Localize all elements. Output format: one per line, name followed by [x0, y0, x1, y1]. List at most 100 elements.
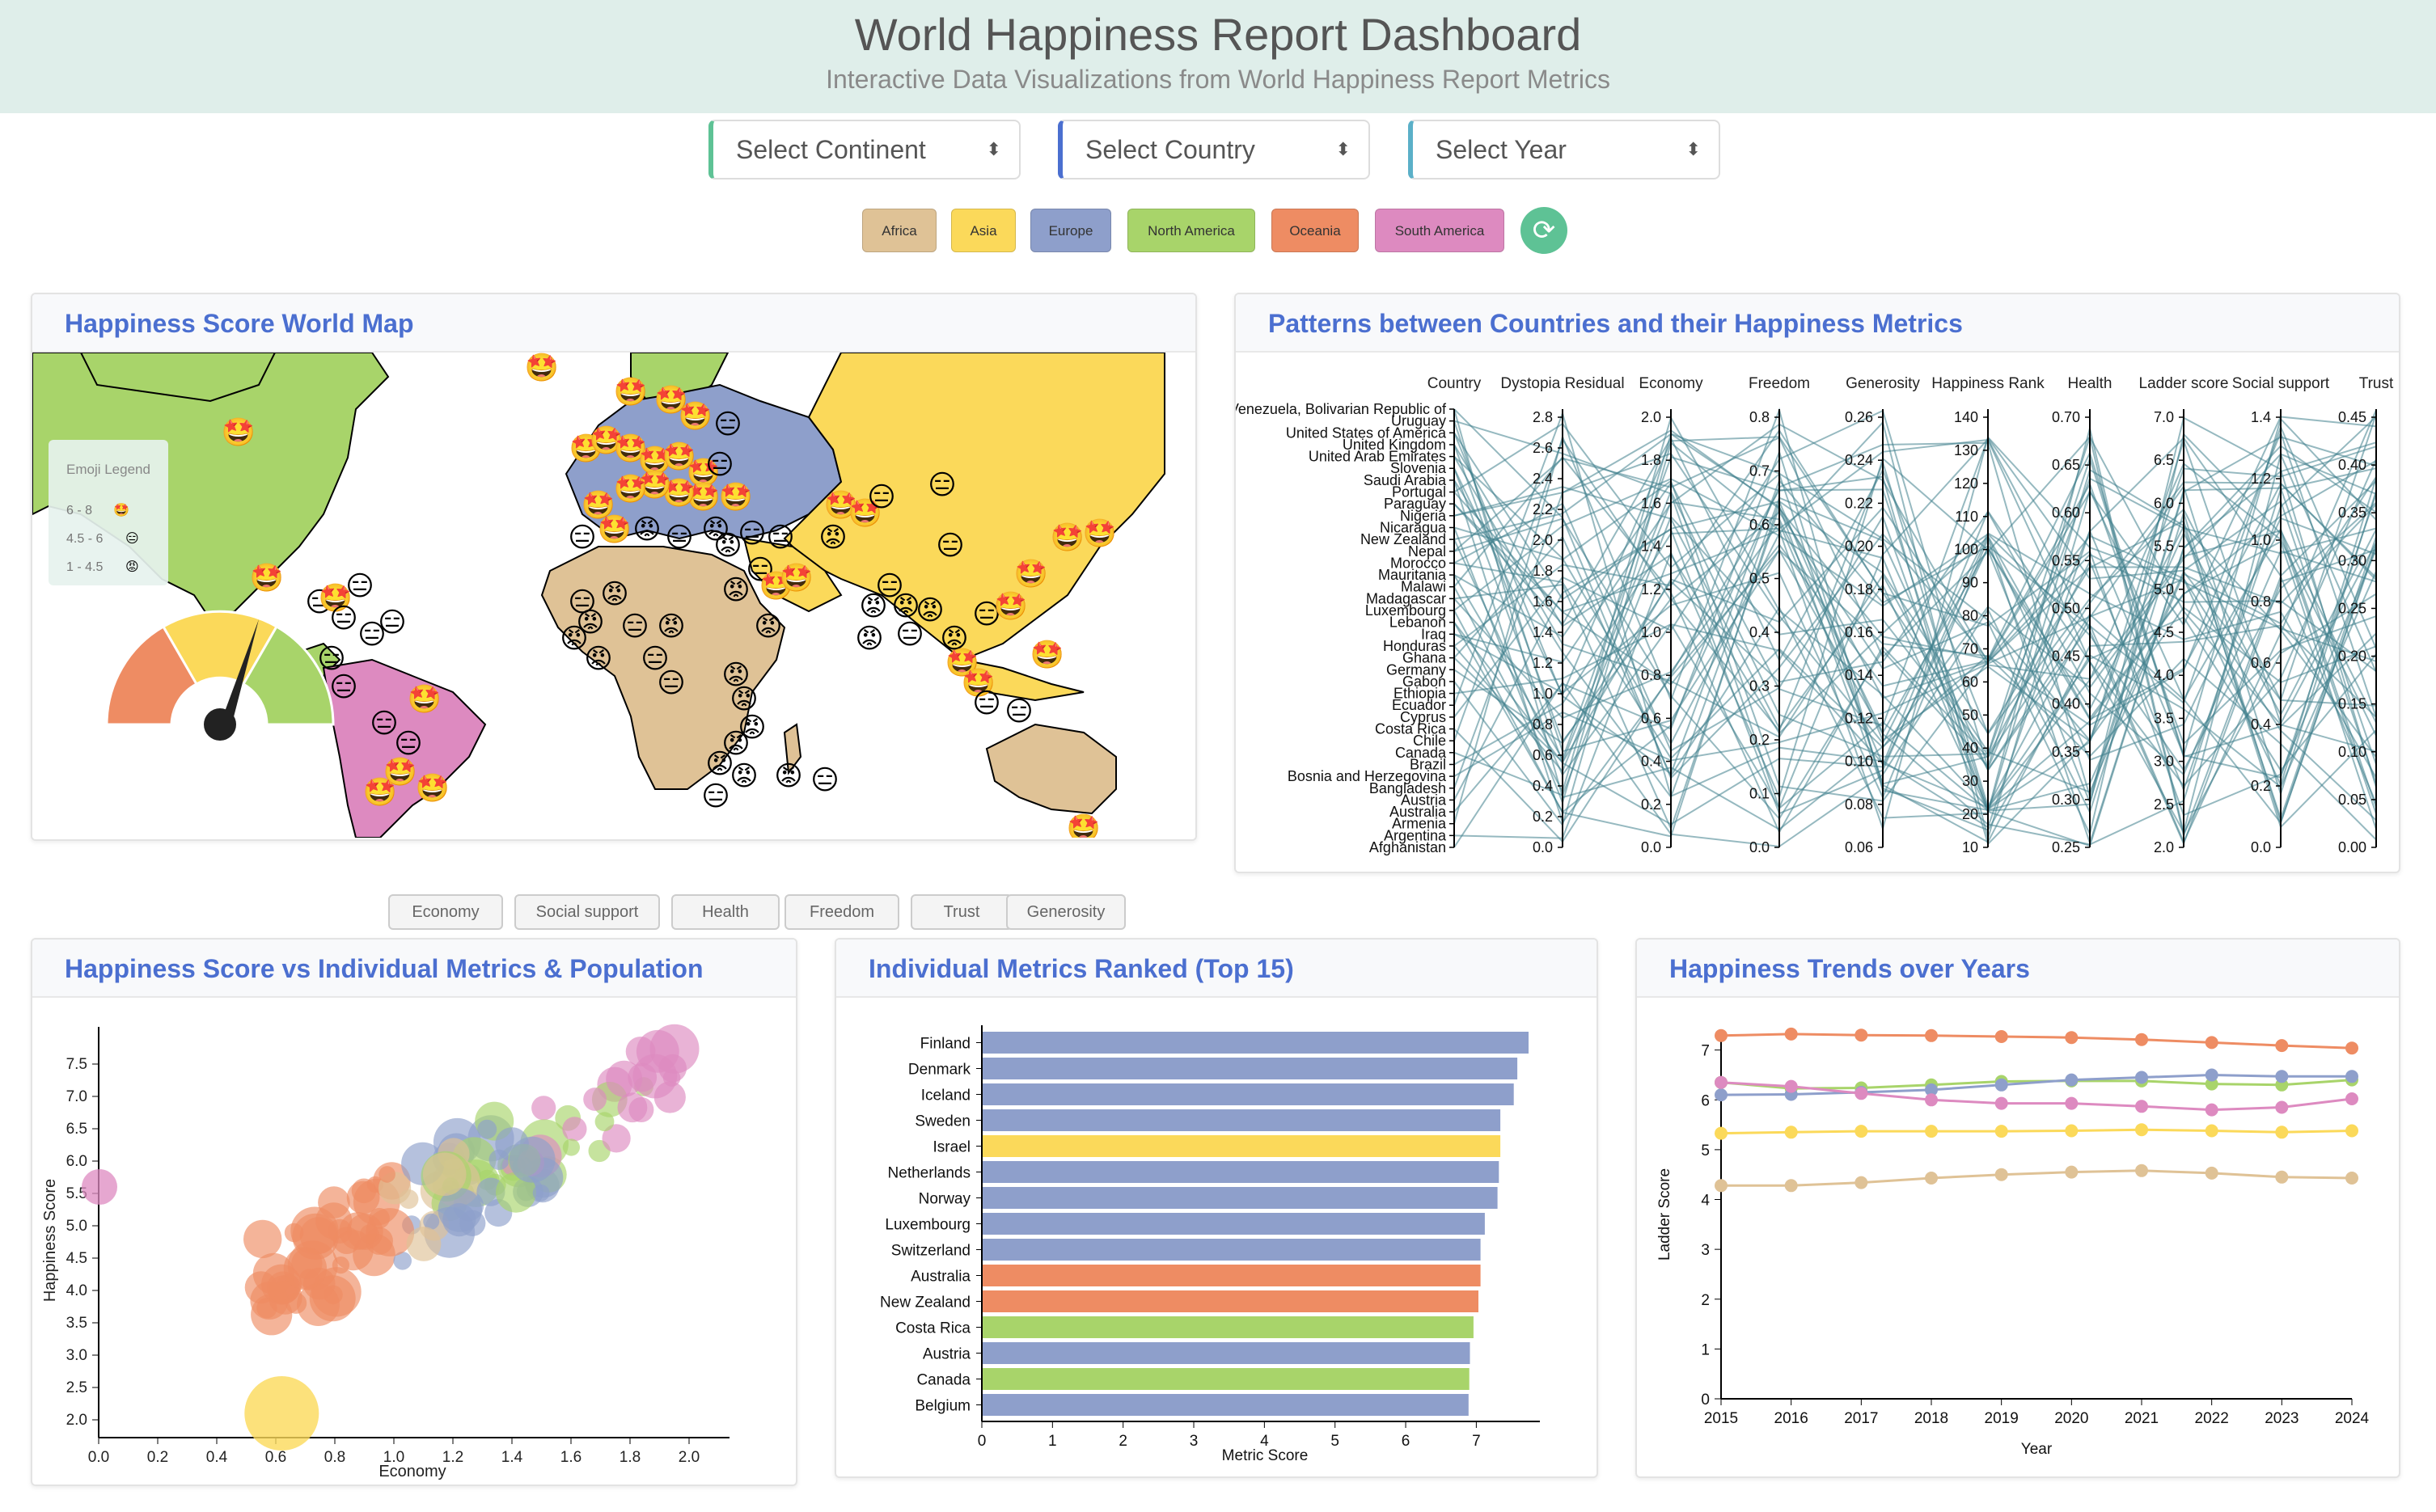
series-point[interactable] — [1994, 1125, 2008, 1138]
country-bubble[interactable] — [359, 1224, 379, 1244]
country-bubble[interactable] — [531, 1096, 556, 1121]
country-bubble[interactable] — [82, 1169, 117, 1205]
region-south-america[interactable] — [322, 658, 487, 838]
series-point[interactable] — [2345, 1124, 2358, 1138]
country-bubble[interactable] — [438, 1188, 482, 1232]
series-point[interactable] — [1784, 1179, 1798, 1193]
bar-austria[interactable] — [982, 1342, 1470, 1364]
country-bubble[interactable] — [252, 1252, 294, 1294]
series-point[interactable] — [1854, 1028, 1868, 1042]
metric-button-generosity[interactable]: Generosity — [1006, 894, 1126, 930]
bar-canada[interactable] — [982, 1368, 1470, 1390]
country-bubble[interactable] — [406, 1227, 442, 1261]
country-bubble[interactable] — [628, 1062, 658, 1092]
series-point[interactable] — [1784, 1027, 1798, 1041]
series-point[interactable] — [2135, 1033, 2148, 1046]
country-bubble[interactable] — [399, 1189, 419, 1210]
region-oceania[interactable] — [985, 723, 1117, 815]
bar-denmark[interactable] — [982, 1058, 1518, 1079]
chip-europe[interactable]: Europe — [1030, 209, 1111, 252]
bar-sweden[interactable] — [982, 1109, 1501, 1131]
bar-luxembourg[interactable] — [982, 1213, 1485, 1235]
bar-australia[interactable] — [982, 1265, 1481, 1286]
country-bubble[interactable] — [562, 1138, 581, 1156]
bar-new-zealand[interactable] — [982, 1290, 1478, 1312]
series-point[interactable] — [1994, 1096, 2008, 1110]
chip-north-america[interactable]: North America — [1127, 209, 1255, 252]
country-bubble[interactable] — [243, 1219, 282, 1259]
series-point[interactable] — [1994, 1078, 2008, 1092]
series-point[interactable] — [1784, 1079, 1798, 1093]
country-bubble[interactable] — [366, 1208, 415, 1256]
series-point[interactable] — [2345, 1172, 2358, 1185]
chip-south-america[interactable]: South America — [1375, 209, 1504, 252]
series-point[interactable] — [1994, 1168, 2008, 1181]
series-point[interactable] — [2205, 1103, 2218, 1117]
series-point[interactable] — [1925, 1093, 1938, 1107]
series-point[interactable] — [2275, 1039, 2289, 1053]
bar-norway[interactable] — [982, 1187, 1498, 1209]
country-bubble[interactable] — [297, 1283, 340, 1326]
bar-finland[interactable] — [982, 1032, 1529, 1054]
country-bubble[interactable] — [379, 1166, 395, 1183]
series-point[interactable] — [2065, 1124, 2079, 1138]
country-bubble[interactable] — [283, 1247, 328, 1290]
series-point[interactable] — [2275, 1100, 2289, 1114]
series-point[interactable] — [1715, 1088, 1728, 1102]
series-point[interactable] — [1854, 1087, 1868, 1100]
region-africa[interactable] — [540, 546, 786, 790]
series-point[interactable] — [2065, 1073, 2079, 1087]
series-point[interactable] — [2135, 1071, 2148, 1084]
parallel-coordinates-chart[interactable]: Country Venezuela, Bolivarian Republic of… — [1236, 353, 2399, 870]
metric-button-health[interactable]: Health — [671, 894, 780, 930]
series-point[interactable] — [1715, 1028, 1728, 1042]
series-point[interactable] — [1715, 1179, 1728, 1193]
series-point[interactable] — [2345, 1092, 2358, 1105]
metric-button-freedom[interactable]: Freedom — [785, 894, 899, 930]
country-bubble[interactable] — [562, 1117, 587, 1142]
continent-select[interactable]: Select Continent ⬍ — [708, 120, 1021, 179]
bar-chart[interactable]: Finland Denmark Iceland Sweden Israel Netherl… — [836, 998, 1597, 1475]
chip-oceania[interactable]: Oceania — [1271, 209, 1359, 252]
chip-africa[interactable]: Africa — [862, 209, 937, 252]
country-bubble[interactable] — [393, 1252, 412, 1270]
series-point[interactable] — [2275, 1070, 2289, 1083]
metric-button-social-support[interactable]: Social support — [514, 894, 660, 930]
series-point[interactable] — [1784, 1126, 1798, 1139]
series-point[interactable] — [1925, 1028, 1938, 1042]
bar-costa-rica[interactable] — [982, 1316, 1474, 1338]
series-point[interactable] — [2135, 1164, 2148, 1177]
country-select[interactable]: Select Country ⬍ — [1058, 120, 1370, 179]
metric-button-trust[interactable]: Trust — [911, 894, 1013, 930]
country-bubble[interactable] — [509, 1136, 556, 1183]
country-bubble[interactable] — [422, 1152, 467, 1197]
series-point[interactable] — [2275, 1170, 2289, 1184]
series-point[interactable] — [2345, 1070, 2358, 1083]
reset-button[interactable]: ⟳ — [1520, 207, 1567, 254]
series-point[interactable] — [1854, 1176, 1868, 1189]
bar-switzerland[interactable] — [982, 1239, 1481, 1261]
country-bubble[interactable] — [496, 1172, 536, 1213]
series-point[interactable] — [2135, 1123, 2148, 1137]
country-bubble[interactable] — [583, 1088, 607, 1111]
series-point[interactable] — [2205, 1124, 2218, 1138]
series-point[interactable] — [1925, 1125, 1938, 1138]
country-bubble[interactable] — [351, 1178, 377, 1204]
country-bubble[interactable] — [477, 1119, 497, 1139]
series-point[interactable] — [2275, 1126, 2289, 1139]
country-emoji-markers[interactable]: 🤩🤩🤩 😑😑🤩 😑😑😑 😑😑😑 🤩😑🤩 🤩🤩 🤩 🤩🤩 😑🤩🤩 🤩🤩🤩 🤩😑🤩 🤩… — [222, 353, 1117, 838]
country-bubble[interactable] — [332, 1256, 349, 1274]
chip-asia[interactable]: Asia — [951, 209, 1016, 252]
series-point[interactable] — [2065, 1165, 2079, 1179]
series-point[interactable] — [2065, 1031, 2079, 1045]
country-bubble[interactable] — [649, 1024, 700, 1074]
series-point[interactable] — [1925, 1172, 1938, 1185]
year-select[interactable]: Select Year ⬍ — [1408, 120, 1720, 179]
country-bubble[interactable] — [532, 1184, 550, 1202]
series-point[interactable] — [2205, 1068, 2218, 1082]
bar-israel[interactable] — [982, 1135, 1501, 1157]
series-point[interactable] — [1715, 1126, 1728, 1140]
line-chart[interactable]: 0 1 2 3 4 5 6 7 2015 2016 2017 2018 2019 2020 2021 2022… — [1637, 998, 2399, 1475]
bar-belgium[interactable] — [982, 1394, 1469, 1416]
world-map[interactable]: 🤩🤩🤩 😑😑🤩 😑😑😑 😑😑😑 🤩😑🤩 🤩🤩 🤩 🤩🤩 😑🤩🤩 🤩🤩🤩 🤩😑🤩 🤩… — [32, 353, 1195, 838]
